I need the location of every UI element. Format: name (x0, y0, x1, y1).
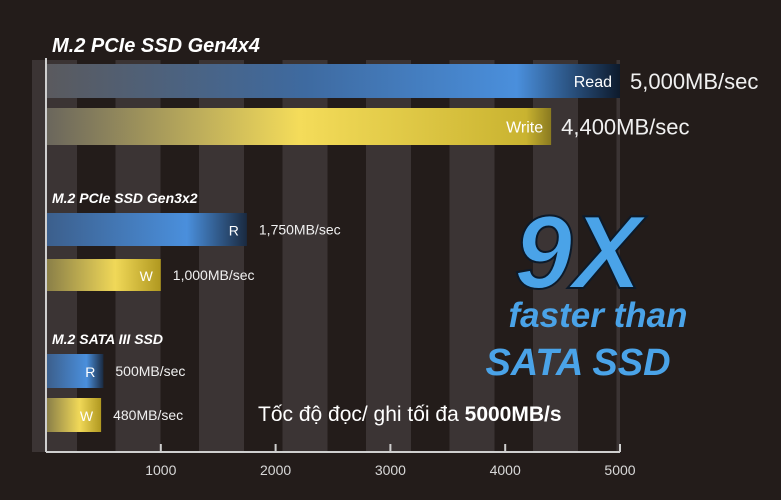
bar-name-label: R (229, 223, 239, 239)
bar-name-label: W (140, 268, 154, 284)
bar-read (47, 64, 620, 98)
x-tick-label: 1000 (145, 462, 176, 478)
bar-r (47, 213, 247, 246)
x-tick-label: 2000 (260, 462, 291, 478)
caption-text: Tốc độ đọc/ ghi tối đa (258, 403, 465, 426)
bar-value-label: 480MB/sec (113, 407, 183, 423)
bar-value-label: 4,400MB/sec (561, 115, 689, 140)
bar-r (47, 354, 104, 388)
bar-value-label: 500MB/sec (115, 363, 185, 379)
bar-w (47, 259, 161, 291)
grid-band (616, 60, 620, 452)
bar-name-label: Write (506, 120, 543, 137)
annotation-sata-ssd: SATA SSD (485, 342, 670, 384)
bar-value-label: 1,000MB/sec (173, 267, 255, 283)
bar-name-label: Read (574, 74, 612, 91)
caption: Tốc độ đọc/ ghi tối đa 5000MB/s (258, 403, 562, 426)
x-tick-label: 4000 (490, 462, 521, 478)
group-title: M.2 SATA III SSD (52, 331, 163, 347)
x-tick-label: 5000 (604, 462, 635, 478)
bar-name-label: R (85, 364, 95, 380)
group-title: M.2 PCIe SSD Gen3x2 (52, 190, 198, 206)
bar-value-label: 5,000MB/sec (630, 69, 758, 94)
x-tick-label: 3000 (375, 462, 406, 478)
caption-bold: 5000MB/s (465, 403, 562, 426)
group-title: M.2 PCIe SSD Gen4x4 (52, 35, 260, 57)
bar-name-label: W (80, 408, 94, 424)
bar-write (47, 108, 552, 145)
annotation-9x: 9X (514, 195, 647, 311)
annotation-faster-than: faster than (509, 296, 688, 335)
bar-value-label: 1,750MB/sec (259, 222, 341, 238)
bar-w (47, 398, 102, 432)
